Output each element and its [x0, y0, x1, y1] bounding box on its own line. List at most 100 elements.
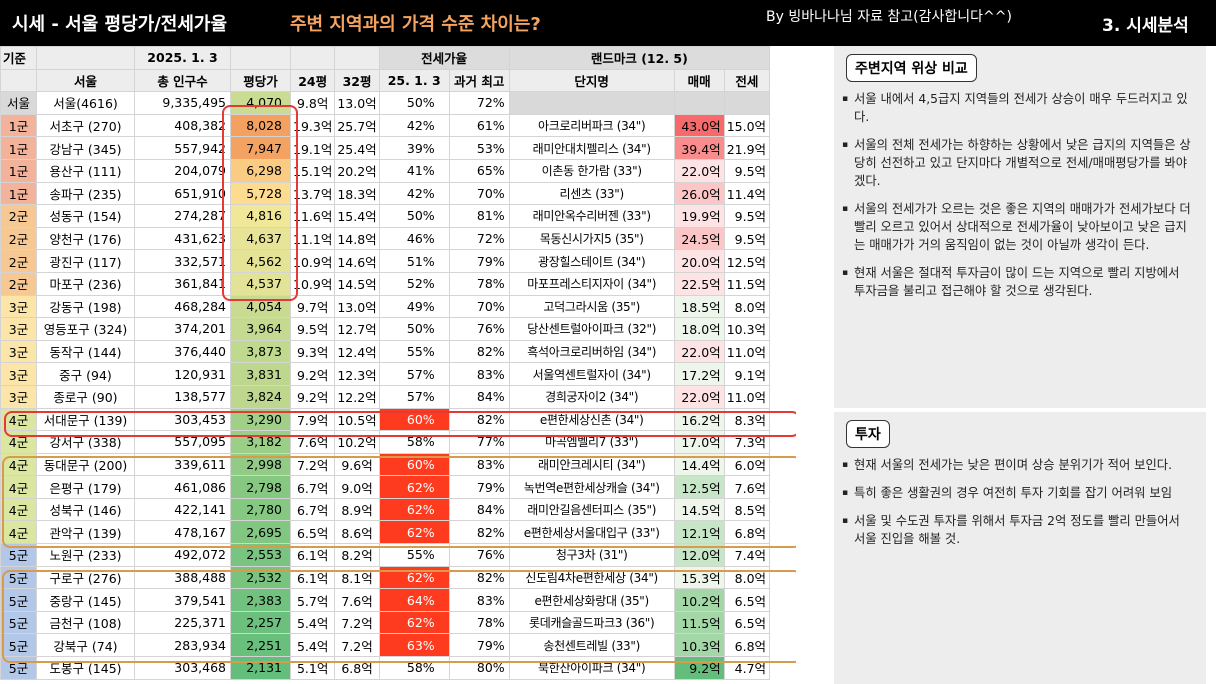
- jeonse-peak-cell: 76%: [448, 317, 510, 341]
- compare-bullet: 서울의 전체 전세가는 하향하는 상황에서 낮은 급지의 지역들은 상당히 선전…: [842, 136, 1192, 190]
- grade-cell: 5군: [0, 543, 37, 567]
- compare-bullet: 현재 서울은 절대적 투자금이 많이 드는 지역으로 빨리 지방에서 투자금을 …: [842, 264, 1192, 300]
- complex-name-cell: e편한세상화랑대 (35"): [508, 588, 675, 612]
- col-header-jeonse: 전세: [723, 68, 771, 93]
- district-cell: 은평구 (179): [36, 475, 135, 499]
- jeonse-ratio-cell: 42%: [378, 181, 450, 206]
- table-row: 4군 성북구 (146) 422,141 2,780 6.7억 8.9억 62% 84% 래미안…: [0, 497, 771, 522]
- jeonse-price-cell: 9.1억: [723, 362, 771, 386]
- price-32-cell: 13.0억: [334, 294, 380, 319]
- price-32-cell: 9.0억: [334, 475, 380, 499]
- district-cell: 송파구 (235): [36, 181, 135, 206]
- sale-price-cell: 24.5억: [673, 226, 725, 251]
- jeonse-ratio-cell: 63%: [378, 633, 450, 658]
- grade-cell: 5군: [0, 588, 37, 612]
- col-header-jeonse-peak: 과거 최고: [448, 68, 510, 93]
- jeonse-peak-cell: 78%: [448, 610, 510, 635]
- price-32-cell: 12.3억: [334, 362, 380, 386]
- landmark-header: 랜드마크 (12. 5): [508, 46, 771, 70]
- table-row: 서울 서울(4616) 9,335,495 4,070 9.8억 13.0억 50% 72%: [0, 91, 771, 115]
- compare-bullets: 서울 내에서 4,5급지 지역들의 전세가 상승이 매우 두드러지고 있다. 서…: [834, 90, 1206, 300]
- sale-price-cell: [673, 91, 725, 115]
- jeonse-price-cell: 11.4억: [723, 181, 771, 206]
- pyeong-price-cell: 2,257: [230, 610, 291, 635]
- compare-bullet: 서울 내에서 4,5급지 지역들의 전세가 상승이 매우 두드러지고 있다.: [842, 90, 1192, 126]
- price-32-cell: 20.2억: [334, 158, 380, 183]
- table-row: 1군 송파구 (235) 651,910 5,728 13.7억 18.3억 42% 70% 리…: [0, 181, 771, 206]
- price-32-cell: 12.7억: [334, 317, 380, 341]
- jeonse-peak-cell: 79%: [448, 633, 510, 658]
- invest-bullet: 서울 및 수도권 투자를 위해서 투자금 2억 정도를 빨리 만들어서 서울 진…: [842, 512, 1192, 548]
- district-cell: 강동구 (198): [36, 294, 135, 319]
- population-cell: 431,623: [134, 226, 231, 251]
- population-cell: 9,335,495: [134, 91, 231, 115]
- district-cell: 영등포구 (324): [36, 317, 135, 341]
- complex-name-cell: 광장힐스테이트 (34"): [508, 249, 675, 273]
- jeonse-price-cell: 9.5억: [723, 158, 771, 183]
- jeonse-peak-cell: 72%: [448, 226, 510, 251]
- district-cell: 양천구 (176): [36, 226, 135, 251]
- grade-cell: 1군: [0, 136, 37, 160]
- jeonse-peak-cell: 61%: [448, 113, 510, 138]
- complex-name-cell: 경희궁자이2 (34"): [508, 384, 675, 409]
- panel-invest-title: 투자: [846, 420, 890, 448]
- population-cell: 376,440: [134, 339, 231, 364]
- district-cell: 마포구 (236): [36, 271, 135, 296]
- table-top-header-row: 기준 2025. 1. 3 전세가율 랜드마크 (12. 5): [0, 46, 771, 70]
- grade-cell: 3군: [0, 317, 37, 341]
- price-24-cell: 9.5억: [289, 317, 336, 341]
- price-24-cell: 6.7억: [289, 497, 336, 522]
- complex-name-cell: e편한세상신촌 (34"): [508, 407, 675, 432]
- pyeong-price-cell: 3,824: [230, 384, 291, 409]
- table-row: 3군 영등포구 (324) 374,201 3,964 9.5억 12.7억 50% 76% 당…: [0, 317, 771, 341]
- table-row: 5군 강북구 (74) 283,934 2,251 5.4억 7.2억 63% 79% 송천센트…: [0, 633, 771, 658]
- jeonse-peak-cell: 82%: [448, 407, 510, 432]
- grade-cell: 1군: [0, 113, 37, 138]
- complex-name-cell: 래미안대치펠리스 (34"): [508, 136, 675, 160]
- table-row: 3군 중구 (94) 120,931 3,831 9.2억 12.3억 57% 83% 서울역센…: [0, 362, 771, 386]
- page-subtitle: 주변 지역과의 가격 수준 차이는?: [290, 14, 541, 35]
- population-cell: 332,571: [134, 249, 231, 273]
- grade-cell: 2군: [0, 271, 37, 296]
- jeonse-peak-cell: 65%: [448, 158, 510, 183]
- district-cell: 서울(4616): [36, 91, 135, 115]
- jeonse-ratio-cell: 51%: [378, 249, 450, 273]
- jeonse-price-cell: 6.5억: [723, 610, 771, 635]
- sale-price-cell: 12.0억: [673, 543, 725, 567]
- table-column-header-row: 서울 총 인구수 평당가 24평 32평 25. 1. 3 과거 최고 단지명 …: [0, 68, 771, 93]
- price-32-cell: 25.4억: [334, 136, 380, 160]
- price-32-cell: 14.5억: [334, 271, 380, 296]
- jeonse-peak-cell: 84%: [448, 384, 510, 409]
- sale-price-cell: 39.4억: [673, 136, 725, 160]
- jeonse-ratio-cell: 50%: [378, 317, 450, 341]
- col-header-seoul: 서울: [36, 68, 135, 93]
- population-cell: 138,577: [134, 384, 231, 409]
- jeonse-price-cell: 10.3억: [723, 317, 771, 341]
- price-32-cell: 9.6억: [334, 452, 380, 477]
- sale-price-cell: 22.0억: [673, 158, 725, 183]
- table-row: 4군 관악구 (139) 478,167 2,695 6.5억 8.6억 62% 82% e편한…: [0, 520, 771, 545]
- col-header-population: 총 인구수: [134, 68, 231, 93]
- jeonse-peak-cell: 81%: [448, 204, 510, 228]
- invest-bullet: 특히 좋은 생활권의 경우 여전히 투자 기회를 잡기 어려워 보임: [842, 484, 1192, 502]
- price-32-cell: 14.6억: [334, 249, 380, 273]
- district-cell: 성북구 (146): [36, 497, 135, 522]
- pyeong-price-cell: 2,780: [230, 497, 291, 522]
- col-header-complex: 단지명: [508, 68, 675, 93]
- grade-cell: 3군: [0, 339, 37, 364]
- table-row: 3군 종로구 (90) 138,577 3,824 9.2억 12.2억 57% 84% 경희궁…: [0, 384, 771, 409]
- sale-price-cell: 43.0억: [673, 113, 725, 138]
- complex-name-cell: 아크로리버파크 (34"): [508, 113, 675, 138]
- population-cell: 204,079: [134, 158, 231, 183]
- section-label: 3. 시세분석: [1102, 16, 1189, 36]
- complex-name-cell: 이촌동 한가람 (33"): [508, 158, 675, 183]
- table-row: 2군 마포구 (236) 361,841 4,537 10.9억 14.5억 52% 78% 마…: [0, 271, 771, 296]
- grade-cell: 1군: [0, 158, 37, 183]
- jeonse-ratio-cell: 57%: [378, 384, 450, 409]
- jeonse-ratio-cell: 60%: [378, 407, 450, 432]
- jeonse-peak-cell: 83%: [448, 362, 510, 386]
- jeonse-ratio-header: 전세가율: [378, 46, 510, 70]
- jeonse-price-cell: 8.0억: [723, 294, 771, 319]
- district-cell: 중구 (94): [36, 362, 135, 386]
- jeonse-ratio-cell: 42%: [378, 113, 450, 138]
